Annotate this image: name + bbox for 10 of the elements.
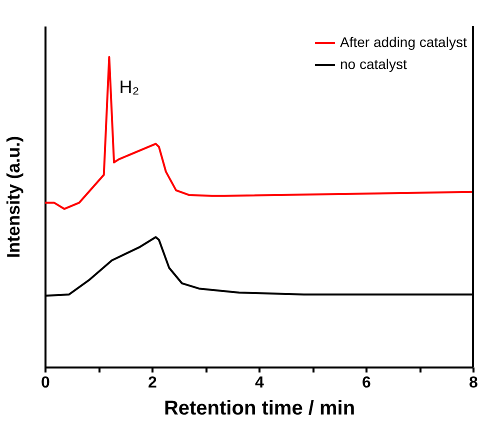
y-axis-title: Intensity (a.u.) <box>4 136 24 258</box>
legend-label: no catalyst <box>340 56 408 72</box>
x-tick-label: 8 <box>469 374 478 392</box>
legend-label: After adding catalyst <box>340 34 467 50</box>
annotation: H₂ <box>119 77 140 97</box>
x-tick-label: 0 <box>41 374 50 392</box>
x-tick-label: 6 <box>362 374 372 392</box>
x-tick-label: 2 <box>148 374 158 392</box>
x-tick-label: 4 <box>255 374 264 392</box>
x-axis-title: Retention time / min <box>164 398 356 420</box>
